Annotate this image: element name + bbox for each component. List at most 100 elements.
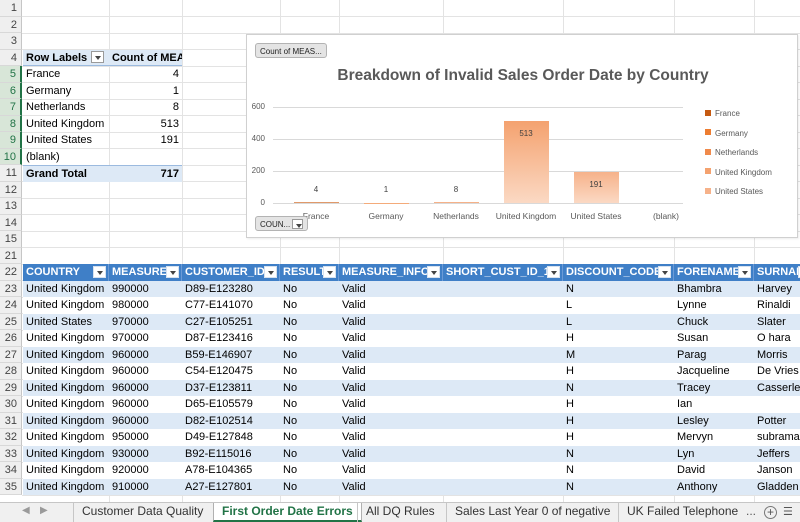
table-cell[interactable]: 960000 bbox=[109, 379, 182, 396]
pivot-row-label[interactable]: (blank) bbox=[26, 150, 60, 163]
table-cell[interactable]: Valid bbox=[339, 379, 443, 396]
pivot-grand-total-value[interactable]: 717 bbox=[109, 165, 182, 182]
table-cell[interactable]: Harvey bbox=[754, 280, 800, 297]
table-cell[interactable]: B92-E115016 bbox=[182, 445, 280, 462]
row-header[interactable]: 35 bbox=[0, 478, 22, 495]
pivot-row-label[interactable]: Germany bbox=[26, 84, 72, 97]
table-cell[interactable] bbox=[443, 363, 563, 380]
table-cell[interactable]: 970000 bbox=[109, 330, 182, 347]
table-cell[interactable]: No bbox=[280, 445, 339, 462]
table-cell[interactable]: N bbox=[563, 280, 674, 297]
table-cell[interactable]: subramaniam bbox=[754, 429, 800, 446]
filter-dropdown-icon[interactable] bbox=[91, 50, 105, 63]
column-header-country[interactable]: COUNTRY bbox=[23, 264, 109, 281]
table-cell[interactable]: United Kingdom bbox=[23, 280, 109, 297]
row-header[interactable]: 3 bbox=[0, 33, 22, 50]
table-cell[interactable]: Susan bbox=[674, 330, 754, 347]
table-cell[interactable]: 960000 bbox=[109, 412, 182, 429]
row-header[interactable]: 1 bbox=[0, 0, 22, 17]
sheet-tab[interactable]: UK Failed Telephone bbox=[618, 503, 746, 522]
column-filter-dropdown-icon[interactable] bbox=[427, 266, 440, 278]
sheet-tab[interactable]: Sales Last Year 0 of negative bbox=[446, 503, 618, 522]
table-cell[interactable]: Lyn bbox=[674, 445, 754, 462]
table-cell[interactable]: A78-E104365 bbox=[182, 462, 280, 479]
table-cell[interactable]: Jacqueline bbox=[674, 363, 754, 380]
table-cell[interactable]: United Kingdom bbox=[23, 396, 109, 413]
row-header[interactable]: 7 bbox=[0, 99, 22, 116]
table-cell[interactable]: Valid bbox=[339, 280, 443, 297]
row-header[interactable]: 29 bbox=[0, 379, 22, 396]
chart-bar[interactable] bbox=[293, 202, 339, 204]
table-cell[interactable]: United Kingdom bbox=[23, 412, 109, 429]
table-cell[interactable]: D37-E123811 bbox=[182, 379, 280, 396]
row-header[interactable]: 27 bbox=[0, 346, 22, 363]
row-header[interactable]: 10 bbox=[0, 148, 22, 165]
column-filter-dropdown-icon[interactable] bbox=[93, 266, 106, 278]
table-cell[interactable]: 950000 bbox=[109, 429, 182, 446]
row-header[interactable]: 9 bbox=[0, 132, 22, 149]
table-cell[interactable]: United Kingdom bbox=[23, 445, 109, 462]
table-cell[interactable]: United Kingdom bbox=[23, 346, 109, 363]
row-header[interactable]: 6 bbox=[0, 82, 22, 99]
table-cell[interactable]: No bbox=[280, 346, 339, 363]
table-cell[interactable]: 970000 bbox=[109, 313, 182, 330]
table-cell[interactable]: Valid bbox=[339, 330, 443, 347]
table-cell[interactable]: 910000 bbox=[109, 478, 182, 495]
column-filter-dropdown-icon[interactable] bbox=[798, 266, 800, 278]
row-header[interactable]: 26 bbox=[0, 330, 22, 347]
table-cell[interactable] bbox=[443, 396, 563, 413]
column-header-result[interactable]: RESULT bbox=[280, 264, 339, 281]
legend-item[interactable]: Germany bbox=[705, 129, 748, 138]
table-cell[interactable]: No bbox=[280, 396, 339, 413]
column-filter-dropdown-icon[interactable] bbox=[166, 266, 179, 278]
legend-item[interactable]: United States bbox=[705, 187, 763, 196]
table-cell[interactable]: Parag bbox=[674, 346, 754, 363]
table-cell[interactable]: 930000 bbox=[109, 445, 182, 462]
table-cell[interactable]: 990000 bbox=[109, 280, 182, 297]
table-cell[interactable]: H bbox=[563, 396, 674, 413]
row-header[interactable]: 24 bbox=[0, 297, 22, 314]
table-cell[interactable]: Valid bbox=[339, 297, 443, 314]
add-sheet-icon[interactable]: + bbox=[764, 506, 777, 519]
table-cell[interactable]: 960000 bbox=[109, 363, 182, 380]
table-cell[interactable]: Gladden bbox=[754, 478, 800, 495]
table-cell[interactable]: A27-E127801 bbox=[182, 478, 280, 495]
row-header[interactable]: 15 bbox=[0, 231, 22, 248]
table-cell[interactable]: Janson bbox=[754, 462, 800, 479]
table-cell[interactable]: No bbox=[280, 478, 339, 495]
row-header[interactable]: 22 bbox=[0, 264, 22, 281]
table-cell[interactable]: N bbox=[563, 445, 674, 462]
table-cell[interactable]: No bbox=[280, 429, 339, 446]
row-header[interactable]: 23 bbox=[0, 280, 22, 297]
table-cell[interactable]: No bbox=[280, 330, 339, 347]
legend-item[interactable]: Netherlands bbox=[705, 148, 758, 157]
value-field-button[interactable]: Count of MEAS... bbox=[255, 43, 327, 58]
table-cell[interactable]: C77-E141070 bbox=[182, 297, 280, 314]
table-cell[interactable]: No bbox=[280, 412, 339, 429]
column-filter-dropdown-icon[interactable] bbox=[264, 266, 277, 278]
tab-scroll-left-icon[interactable]: ◀ bbox=[22, 505, 30, 516]
table-cell[interactable]: D89-E123280 bbox=[182, 280, 280, 297]
table-cell[interactable]: H bbox=[563, 429, 674, 446]
table-cell[interactable] bbox=[443, 280, 563, 297]
sheet-tab[interactable]: All DQ Rules bbox=[357, 503, 443, 522]
table-cell[interactable]: 980000 bbox=[109, 297, 182, 314]
table-cell[interactable]: Bhambra bbox=[674, 280, 754, 297]
pivot-row-label[interactable]: United Kingdom bbox=[26, 117, 105, 130]
row-header[interactable]: 34 bbox=[0, 462, 22, 479]
table-cell[interactable]: N bbox=[563, 379, 674, 396]
pivot-row-value[interactable]: 4 bbox=[172, 68, 179, 80]
table-cell[interactable]: L bbox=[563, 313, 674, 330]
table-cell[interactable]: C27-E105251 bbox=[182, 313, 280, 330]
table-cell[interactable]: O hara bbox=[754, 330, 800, 347]
table-cell[interactable] bbox=[443, 313, 563, 330]
table-cell[interactable]: D49-E127848 bbox=[182, 429, 280, 446]
row-header[interactable]: 13 bbox=[0, 198, 22, 215]
table-cell[interactable] bbox=[443, 379, 563, 396]
table-cell[interactable]: N bbox=[563, 478, 674, 495]
table-cell[interactable]: 920000 bbox=[109, 462, 182, 479]
chart-bar[interactable] bbox=[433, 201, 479, 203]
table-cell[interactable]: United Kingdom bbox=[23, 330, 109, 347]
table-cell[interactable] bbox=[443, 478, 563, 495]
row-header[interactable]: 5 bbox=[0, 66, 22, 83]
